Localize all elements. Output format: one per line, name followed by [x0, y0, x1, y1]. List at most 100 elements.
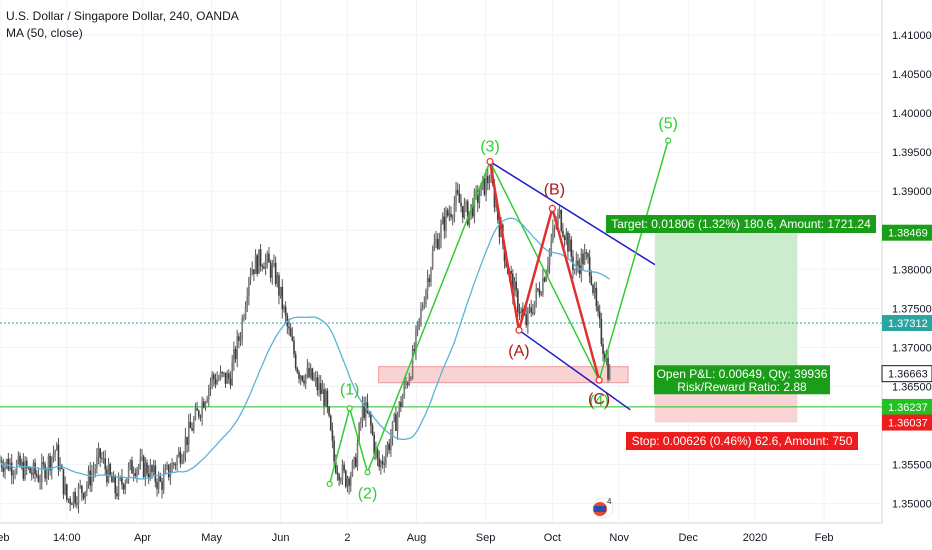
candle-body: [12, 474, 15, 476]
pnl-text-2: Risk/Reward Ratio: 2.88: [677, 380, 807, 394]
candle-body: [406, 383, 409, 385]
candle-body: [351, 461, 354, 476]
candle-body: [238, 336, 240, 341]
candle-body: [533, 300, 536, 314]
candle-body: [522, 309, 524, 313]
candle-body: [117, 477, 120, 497]
channel-line: [518, 329, 631, 411]
candle-body: [562, 231, 564, 237]
candle-body: [182, 454, 185, 460]
candle-body: [338, 474, 340, 481]
candle-body: [253, 269, 255, 274]
candle-body: [176, 456, 178, 466]
y-tick-label: 1.35000: [892, 498, 932, 510]
candle-body: [376, 448, 379, 459]
candle-body: [219, 372, 222, 379]
candle-body: [72, 492, 75, 505]
candle-body: [273, 262, 275, 266]
red-wave-line: [488, 161, 601, 381]
red-wave-label: (A): [508, 343, 529, 360]
candle-body: [84, 491, 86, 499]
candle-body: [47, 455, 50, 472]
green-wave-point: [665, 137, 672, 144]
stop-box: [626, 432, 858, 451]
candle-body: [199, 416, 202, 418]
candle-body: [411, 349, 414, 378]
candle-body: [194, 408, 197, 420]
candle-body: [281, 286, 284, 310]
candle-body: [54, 450, 56, 454]
candle-body: [71, 503, 73, 505]
candle-body: [565, 232, 568, 241]
candle-body: [395, 414, 397, 431]
candle-body: [102, 458, 105, 460]
candle-body: [577, 260, 579, 266]
candle-body: [537, 288, 539, 290]
candle-body: [174, 464, 177, 466]
candle-body: [249, 274, 252, 280]
candle-body: [334, 461, 337, 473]
candle-body: [355, 457, 357, 467]
candle-body: [239, 339, 242, 341]
price-axis-labels: 1.38469 1.37312 1.36663 1.36237 1.36037: [881, 224, 932, 431]
candle-body: [468, 211, 471, 225]
candle-body: [74, 492, 76, 504]
price-label-box: [881, 365, 932, 383]
candle-body: [254, 255, 257, 274]
candle-body: [318, 383, 320, 391]
x-tick-label: 2: [344, 532, 350, 544]
candle-body: [517, 290, 519, 312]
candle-body: [204, 402, 207, 408]
candle-body: [141, 456, 143, 458]
candle-body: [126, 478, 128, 484]
candle-body: [435, 238, 437, 243]
candle-body: [91, 473, 93, 486]
candle-body: [301, 375, 304, 381]
candle-body: [274, 262, 277, 284]
candle-body: [582, 253, 584, 265]
y-tick-label: 1.40000: [892, 108, 932, 120]
candle-body: [114, 475, 117, 494]
candle-body: [478, 195, 481, 203]
candle-body: [127, 466, 130, 479]
candle-body: [426, 278, 429, 291]
candle-body: [560, 210, 563, 232]
candle-body: [284, 306, 287, 316]
candle-body: [575, 260, 578, 270]
target-box: [606, 215, 876, 234]
candle-body: [32, 462, 35, 475]
candle-body: [480, 183, 482, 196]
candle-body: [42, 462, 45, 465]
candle-body: [356, 443, 359, 467]
candle-body: [445, 210, 447, 231]
candle-body: [201, 401, 203, 417]
candle-body: [218, 378, 220, 380]
candle-body: [455, 189, 457, 204]
price-label-text: 1.36663: [888, 369, 928, 381]
green-wave-point: [364, 469, 371, 476]
candle-body: [329, 415, 332, 431]
candle-body: [568, 239, 571, 252]
candle-body: [488, 182, 491, 184]
candle-body: [461, 206, 464, 218]
candle-body: [296, 368, 299, 373]
candle-body: [2, 467, 5, 472]
price-label-box: [882, 398, 932, 415]
candle-body: [82, 492, 85, 499]
candle-body: [202, 401, 205, 408]
price-label-box: [882, 224, 932, 241]
candle-body: [313, 378, 315, 380]
candle-body: [535, 288, 538, 301]
candle-body: [380, 461, 382, 467]
candle-body: [112, 475, 115, 483]
x-tick-label: 2020: [743, 532, 767, 544]
candle-body: [139, 457, 142, 467]
candle-body: [525, 314, 527, 326]
candle-body: [353, 457, 355, 462]
candle-body: [294, 354, 297, 369]
candle-body: [608, 369, 611, 380]
candle-body: [460, 202, 462, 207]
candle-body: [241, 317, 244, 340]
y-tick-label: 1.39000: [892, 186, 932, 198]
